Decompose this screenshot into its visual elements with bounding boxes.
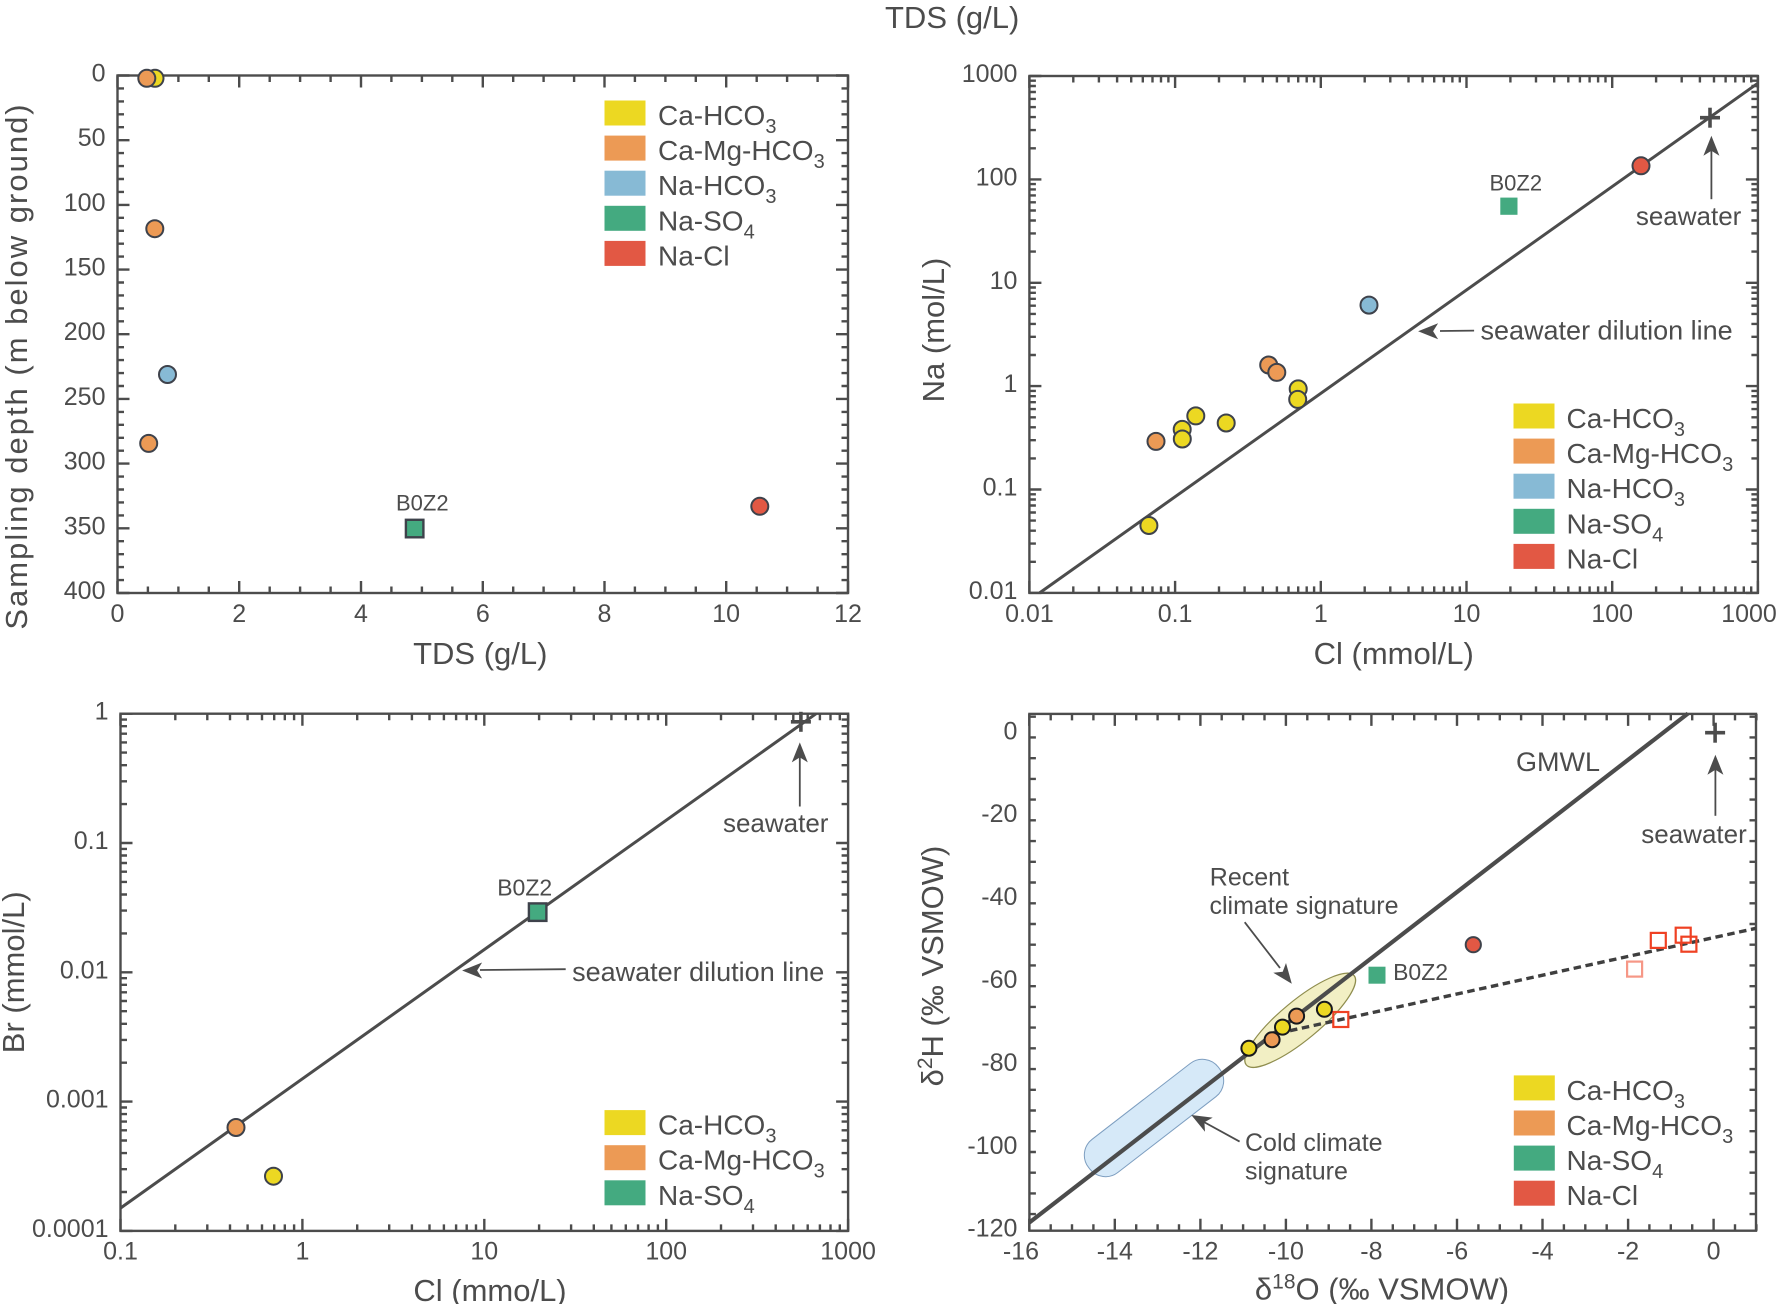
svg-text:B0Z2: B0Z2: [497, 875, 552, 901]
svg-text:2: 2: [232, 600, 246, 628]
svg-text:TDS (g/L): TDS (g/L): [885, 0, 1019, 35]
svg-text:10: 10: [712, 600, 740, 628]
svg-text:seawater dilution line: seawater dilution line: [572, 957, 824, 987]
svg-text:250: 250: [64, 383, 106, 411]
svg-text:δ2H (‰ VSMOW): δ2H (‰ VSMOW): [914, 846, 950, 1087]
svg-text:0: 0: [111, 600, 125, 628]
svg-text:B0Z2: B0Z2: [396, 491, 449, 516]
svg-text:B0Z2: B0Z2: [1490, 170, 1543, 195]
svg-text:-16: -16: [1003, 1238, 1039, 1266]
svg-text:150: 150: [64, 254, 106, 282]
svg-text:1: 1: [1314, 600, 1328, 628]
svg-text:Na-Cl: Na-Cl: [658, 240, 730, 271]
svg-text:1: 1: [1003, 370, 1017, 398]
svg-text:-4: -4: [1531, 1238, 1553, 1266]
svg-text:200: 200: [64, 318, 106, 346]
svg-text:Br (mmol/L): Br (mmol/L): [0, 891, 31, 1053]
svg-text:0.01: 0.01: [60, 956, 109, 984]
svg-text:0: 0: [92, 60, 106, 88]
svg-text:0.1: 0.1: [103, 1238, 138, 1266]
svg-text:Sampling depth (m below ground: Sampling depth (m below ground): [0, 102, 34, 629]
svg-text:0.1: 0.1: [983, 474, 1018, 502]
svg-text:-60: -60: [981, 966, 1017, 994]
svg-text:seawater: seawater: [723, 808, 829, 838]
svg-text:δ18O (‰ VSMOW): δ18O (‰ VSMOW): [1255, 1271, 1509, 1304]
svg-text:-100: -100: [967, 1132, 1017, 1160]
svg-text:0.0001: 0.0001: [32, 1215, 108, 1243]
svg-text:Na-Cl: Na-Cl: [1567, 1180, 1639, 1211]
svg-text:climate signature: climate signature: [1210, 892, 1399, 920]
svg-text:-2: -2: [1617, 1238, 1639, 1266]
svg-text:TDS (g/L): TDS (g/L): [413, 636, 547, 671]
svg-text:1000: 1000: [820, 1238, 876, 1266]
svg-text:10: 10: [990, 267, 1018, 295]
svg-text:seawater: seawater: [1641, 819, 1747, 849]
svg-text:seawater dilution line: seawater dilution line: [1481, 316, 1733, 346]
svg-text:-10: -10: [1268, 1238, 1304, 1266]
svg-text:-20: -20: [981, 800, 1017, 828]
svg-text:-12: -12: [1182, 1238, 1218, 1266]
svg-text:1: 1: [95, 698, 109, 726]
svg-text:100: 100: [645, 1238, 687, 1266]
svg-text:0.01: 0.01: [969, 577, 1018, 605]
svg-text:1000: 1000: [962, 60, 1018, 88]
svg-text:0.1: 0.1: [74, 827, 109, 855]
svg-text:6: 6: [476, 600, 490, 628]
svg-text:0.1: 0.1: [1158, 600, 1193, 628]
svg-text:1000: 1000: [1721, 600, 1777, 628]
svg-text:1: 1: [295, 1238, 309, 1266]
svg-text:10: 10: [470, 1238, 498, 1266]
svg-text:0.01: 0.01: [1005, 600, 1054, 628]
svg-text:-40: -40: [981, 883, 1017, 911]
svg-text:Cold climate: Cold climate: [1245, 1129, 1383, 1157]
svg-text:seawater: seawater: [1636, 201, 1742, 231]
svg-text:100: 100: [64, 189, 106, 217]
svg-text:8: 8: [598, 600, 612, 628]
svg-text:350: 350: [64, 512, 106, 540]
svg-text:Recent: Recent: [1210, 864, 1289, 892]
svg-text:-6: -6: [1446, 1238, 1468, 1266]
svg-text:Na-Cl: Na-Cl: [1567, 543, 1639, 574]
svg-text:Cl (mmol/L): Cl (mmol/L): [1314, 636, 1474, 671]
svg-text:50: 50: [78, 124, 106, 152]
svg-text:400: 400: [64, 577, 106, 605]
svg-text:0.001: 0.001: [46, 1086, 109, 1114]
svg-text:B0Z2: B0Z2: [1393, 959, 1448, 985]
svg-text:-8: -8: [1360, 1238, 1382, 1266]
svg-text:10: 10: [1453, 600, 1481, 628]
svg-text:100: 100: [1591, 600, 1633, 628]
svg-text:GMWL: GMWL: [1516, 747, 1600, 777]
svg-text:300: 300: [64, 448, 106, 476]
svg-text:-120: -120: [967, 1215, 1017, 1243]
svg-text:4: 4: [354, 600, 368, 628]
svg-text:100: 100: [976, 163, 1018, 191]
svg-text:0: 0: [1707, 1238, 1721, 1266]
svg-text:-80: -80: [981, 1049, 1017, 1077]
svg-text:12: 12: [834, 600, 862, 628]
svg-text:0: 0: [1003, 717, 1017, 745]
svg-text:-14: -14: [1097, 1238, 1133, 1266]
svg-text:signature: signature: [1245, 1158, 1348, 1186]
svg-text:Na (mol/L): Na (mol/L): [916, 258, 951, 403]
svg-text:Cl (mmo/L): Cl (mmo/L): [413, 1273, 566, 1304]
